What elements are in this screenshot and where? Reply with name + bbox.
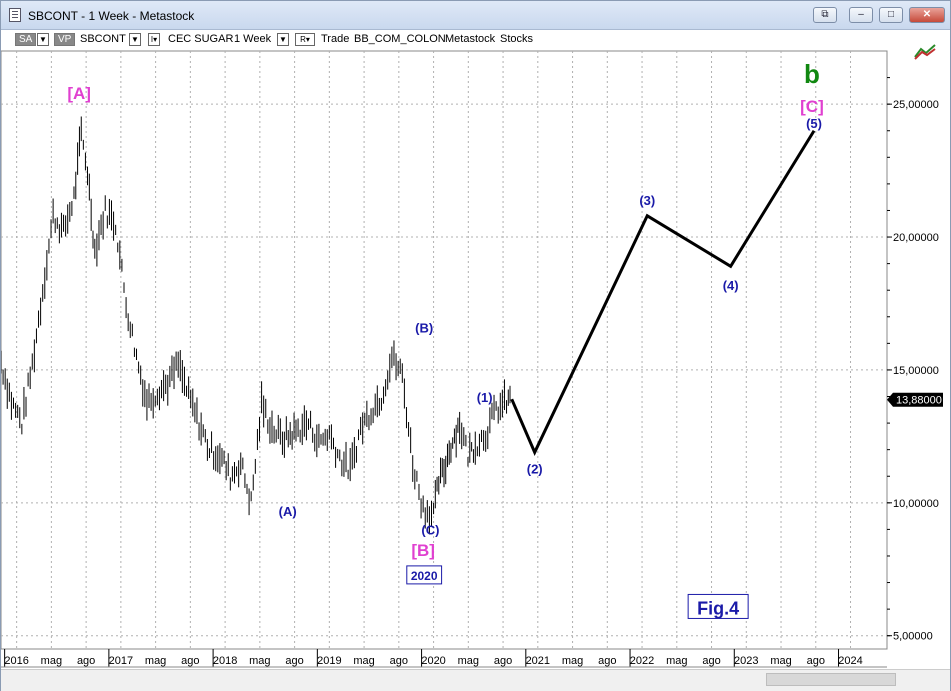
y-tick-label: 20,00000 — [893, 232, 939, 244]
trade-label[interactable]: Trade — [321, 33, 350, 45]
template-label: BB_COM_COLON — [354, 33, 446, 45]
price-series — [1, 116, 511, 535]
wave-projection — [510, 129, 816, 456]
x-tick-label: 2021 — [526, 655, 550, 667]
wave-labels: [A] (A) (B) (C) [B] (1) (2) (3) (4) (5)[C] b 2020 Fi… — [67, 59, 824, 619]
x-tick-label: ago — [494, 655, 512, 667]
source-label: Metastock — [445, 33, 496, 45]
x-tick-label: 2024 — [838, 655, 862, 667]
x-tick-label: 2017 — [109, 655, 133, 667]
boxed-label-frame — [687, 593, 749, 619]
close-button[interactable]: ✕ — [909, 7, 945, 23]
y-tick-label: 5,00000 — [893, 631, 933, 643]
x-tick-label: 2019 — [317, 655, 341, 667]
r-dropdown[interactable]: R▾ — [295, 33, 315, 46]
y-tick-label: 15,00000 — [893, 365, 939, 377]
x-tick-label: mag — [41, 655, 62, 667]
x-axis: 2016 mag ago 2017 mag ago 2018 mag ago 2019 mag ago… — [1, 649, 887, 668]
last-price-label: 13,88000 — [896, 395, 942, 407]
x-tick-label: 2016 — [4, 655, 28, 667]
wave-label: (1) — [477, 390, 493, 405]
chart-grid — [1, 50, 888, 650]
wave-label: (4) — [723, 278, 739, 293]
boxed-label-frame — [406, 565, 443, 585]
x-tick-label: 2018 — [213, 655, 237, 667]
y-tick-label: 25,00000 — [893, 99, 939, 111]
x-tick-label: ago — [702, 655, 720, 667]
wave-label: (C) — [421, 523, 439, 538]
x-tick-label: 2023 — [734, 655, 758, 667]
chart-document-icon — [9, 8, 21, 22]
wave-label: (5) — [806, 116, 822, 131]
wave-label: [B] — [411, 541, 435, 560]
chevron-down-icon[interactable]: ▼ — [37, 33, 49, 46]
boxed-label: Fig.4 — [697, 598, 739, 618]
period-dropdown[interactable]: ▼ — [277, 33, 289, 46]
price-chart[interactable]: [A] (A) (B) (C) [B] (1) (2) (3) (4) (5)[C] b 2020 Fi… — [1, 1, 950, 669]
wave-projection-line — [510, 129, 816, 456]
boxed-label: 2020 — [411, 569, 438, 583]
period-menu-button[interactable]: I▾ — [148, 33, 160, 46]
period-label: 1 Week — [234, 33, 272, 45]
y-axis: 5,00000 10,00000 15,00000 20,00000 25,00000 1… — [887, 77, 943, 643]
x-tick-label: ago — [598, 655, 616, 667]
y-tick-label: 10,00000 — [893, 498, 939, 510]
description-label: CEC SUGAR — [168, 33, 234, 45]
maximize-button[interactable]: □ — [879, 7, 903, 23]
wave-label: (3) — [639, 193, 655, 208]
window-title: SBCONT - 1 Week - Metastock — [28, 9, 195, 23]
wave-label: (B) — [415, 321, 433, 336]
vp-button[interactable]: VP — [54, 33, 76, 46]
last-price-marker — [887, 392, 943, 407]
horizontal-scrollbar[interactable] — [1, 669, 950, 691]
x-tick-label: mag — [353, 655, 374, 667]
wave-label: (2) — [527, 462, 543, 477]
wave-label: (A) — [279, 504, 297, 519]
x-tick-label: ago — [181, 655, 199, 667]
x-tick-label: mag — [770, 655, 791, 667]
x-tick-label: 2022 — [630, 655, 654, 667]
scrollbar-thumb[interactable] — [766, 673, 896, 686]
plot-frame — [1, 50, 888, 650]
x-tick-label: mag — [562, 655, 583, 667]
x-tick-label: mag — [458, 655, 479, 667]
x-tick-label: mag — [666, 655, 687, 667]
x-tick-label: ago — [77, 655, 95, 667]
sa-button[interactable]: SA — [15, 33, 37, 46]
chart-tools-icon[interactable] — [913, 43, 937, 61]
symbol-dropdown[interactable]: ▼ — [129, 33, 141, 46]
category-label: Stocks — [500, 33, 534, 45]
x-tick-label: 2020 — [421, 655, 445, 667]
x-tick-label: mag — [249, 655, 270, 667]
chart-toolbar: SA ▼ VP SBCONT ▼ I▾ CEC SUGAR 1 Week ▼ R… — [1, 30, 950, 50]
wave-label: [A] — [67, 84, 91, 103]
symbol-label: SBCONT — [80, 33, 126, 45]
title-bar: SBCONT - 1 Week - Metastock ⧉ – □ ✕ — [1, 1, 950, 30]
x-tick-label: mag — [145, 655, 166, 667]
x-tick-label: ago — [285, 655, 303, 667]
restore-down-button[interactable]: ⧉ — [813, 7, 837, 23]
wave-label: [C] — [800, 97, 824, 116]
minimize-button[interactable]: – — [849, 7, 873, 23]
wave-label: b — [804, 59, 820, 89]
x-tick-label: ago — [390, 655, 408, 667]
x-tick-label: ago — [807, 655, 825, 667]
